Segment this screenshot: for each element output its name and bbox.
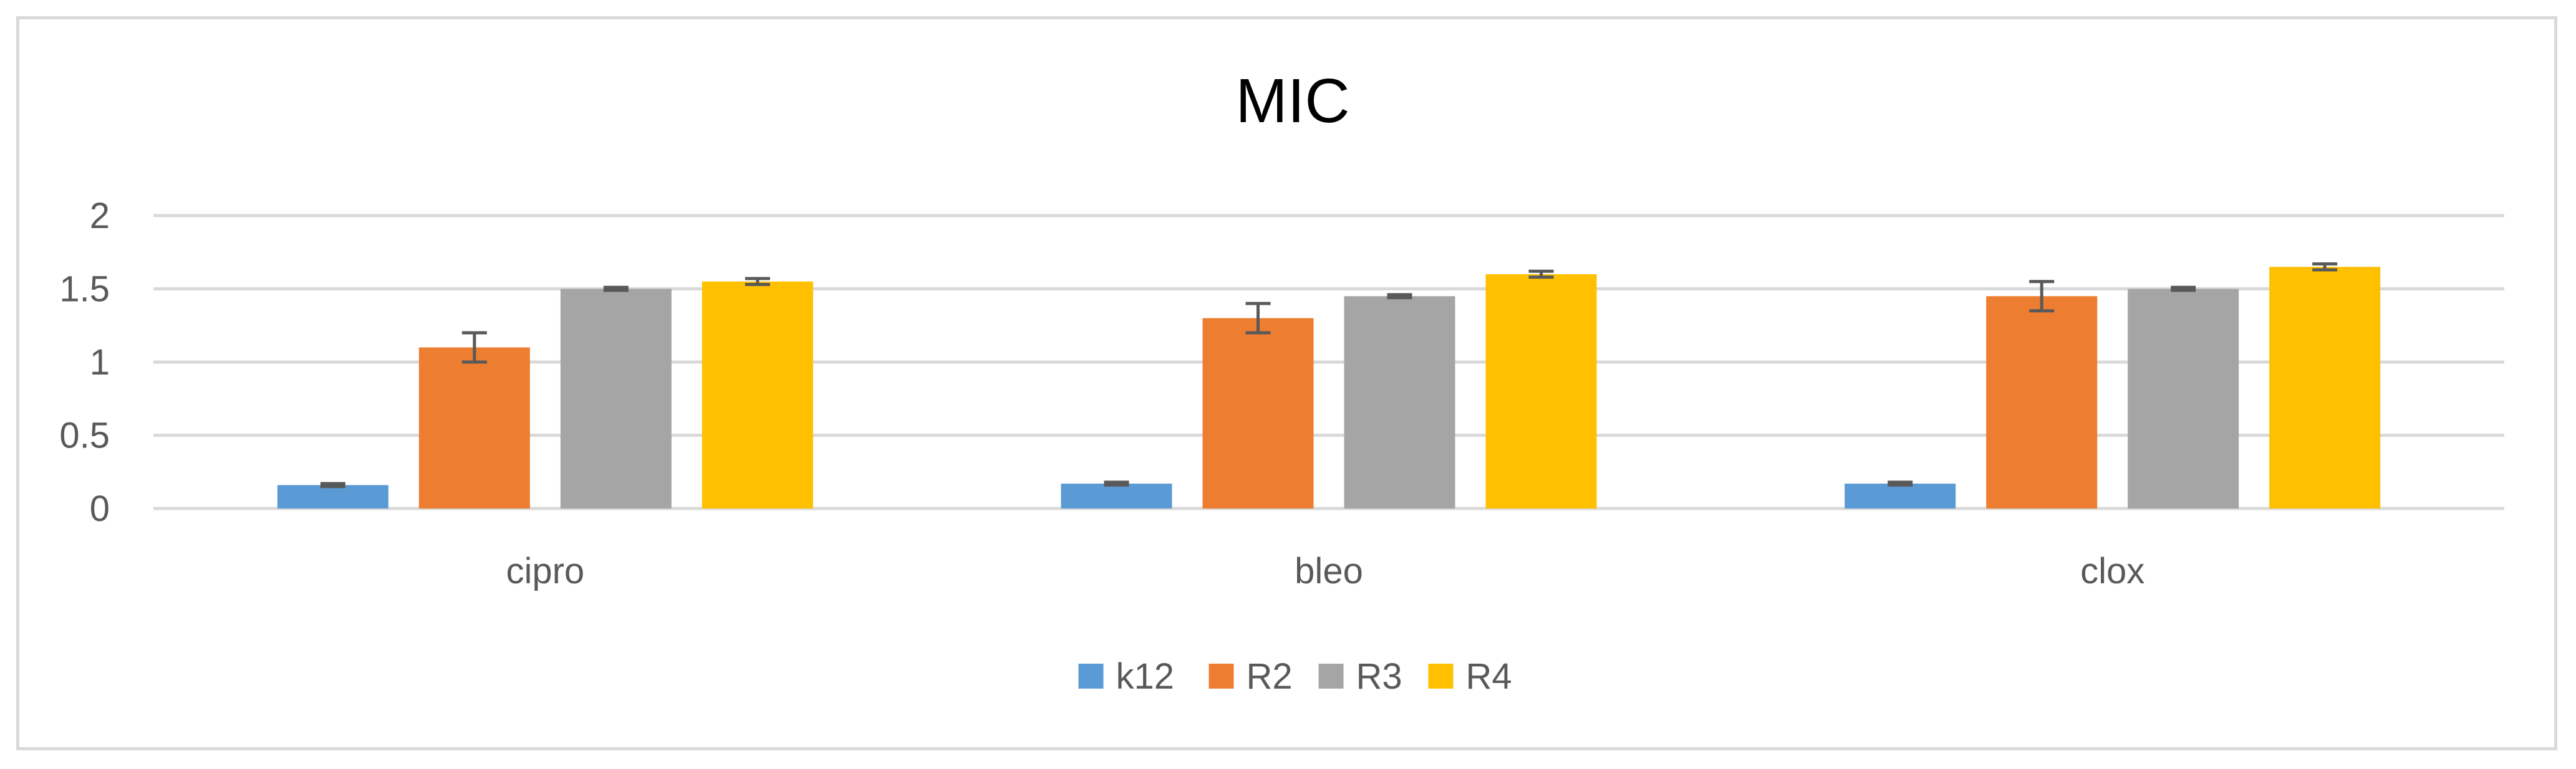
x-category-label: bleo	[1295, 551, 1363, 591]
chart-frame: MIC 0 0.5 1 1.5 2 cipro bleo clox k12 R2 R3 R4	[16, 16, 2557, 750]
legend-swatch	[1428, 664, 1454, 689]
x-category-label: clox	[2080, 551, 2144, 591]
legend-swatch	[1208, 664, 1234, 689]
bar-R3-bleo	[1344, 296, 1455, 509]
legend-label: R3	[1356, 656, 1402, 697]
bar-k12-clox	[1845, 484, 1956, 509]
legend-label: R4	[1466, 656, 1512, 697]
bar-R4-cipro	[702, 281, 813, 509]
y-tick-label: 1.5	[59, 269, 110, 310]
bar-R3-cipro	[560, 289, 672, 509]
y-tick-label: 2	[90, 196, 110, 236]
bar-R3-clox	[2128, 289, 2239, 509]
error-bar-R3-clox	[2171, 285, 2196, 292]
legend-label: k12	[1116, 656, 1175, 697]
error-bar-R2-cipro	[461, 331, 487, 364]
legend-item-R2: R2	[1208, 656, 1293, 697]
error-bar-R3-bleo	[1387, 293, 1412, 300]
legend-label: R2	[1247, 656, 1293, 697]
error-bar-R2-clox	[2029, 280, 2055, 313]
bar-k12-cipro	[277, 485, 388, 509]
legend-item-R4: R4	[1428, 656, 1512, 697]
bar-R2-cipro	[418, 347, 530, 509]
bar-R4-clox	[2269, 267, 2381, 509]
legend: k12 R2 R3 R4	[1078, 656, 1512, 697]
error-bar-R2-bleo	[1245, 302, 1271, 335]
error-bar-k12-clox	[1888, 480, 1913, 487]
legend-item-R3: R3	[1318, 656, 1402, 697]
chart-title: MIC	[1235, 66, 1349, 136]
x-category-label: cipro	[506, 551, 584, 591]
x-axis-category-labels: cipro bleo clox	[506, 551, 2144, 591]
error-bar-R4-clox	[2312, 262, 2338, 272]
bar-R4-bleo	[1485, 274, 1597, 509]
error-bar-R3-cipro	[603, 285, 629, 292]
error-bar-R4-bleo	[1528, 269, 1554, 279]
bar-k12-bleo	[1061, 484, 1172, 509]
legend-item-k12: k12	[1078, 656, 1175, 697]
gridlines	[153, 214, 2504, 510]
error-bars	[320, 262, 2338, 489]
y-tick-label: 0	[90, 489, 110, 529]
error-bar-R4-cipro	[745, 277, 770, 286]
y-tick-label: 1	[90, 342, 110, 383]
legend-swatch	[1318, 664, 1344, 689]
chart-svg: MIC 0 0.5 1 1.5 2 cipro bleo clox k12 R2 R3 R4	[59, 66, 2504, 697]
bar-R2-clox	[1986, 296, 2098, 509]
legend-swatch	[1078, 664, 1104, 689]
error-bar-k12-cipro	[320, 482, 345, 489]
bar-R2-bleo	[1202, 318, 1314, 509]
y-tick-label: 0.5	[59, 416, 110, 456]
bars	[277, 267, 2381, 509]
y-axis-tick-labels: 0 0.5 1 1.5 2	[59, 196, 110, 529]
error-bar-k12-bleo	[1104, 480, 1129, 487]
